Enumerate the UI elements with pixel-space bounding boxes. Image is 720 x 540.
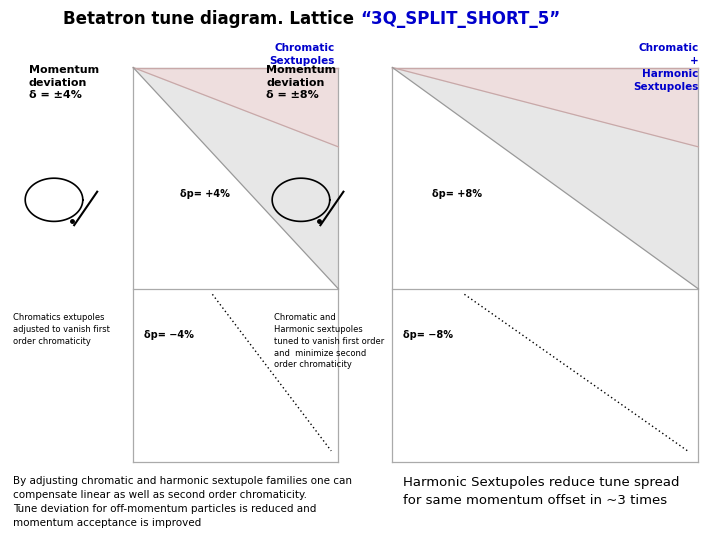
- Text: Harmonic Sextupoles reduce tune spread
for same momentum offset in ~3 times: Harmonic Sextupoles reduce tune spread f…: [403, 476, 680, 507]
- Polygon shape: [133, 68, 338, 147]
- Text: δp= +4%: δp= +4%: [180, 190, 230, 199]
- Polygon shape: [133, 68, 338, 289]
- Text: δp= −8%: δp= −8%: [403, 330, 453, 340]
- Text: “3Q_SPLIT_SHORT_5”: “3Q_SPLIT_SHORT_5”: [360, 10, 560, 28]
- Text: Chromatics extupoles
adjusted to vanish first
order chromaticity: Chromatics extupoles adjusted to vanish …: [13, 313, 110, 346]
- Text: δp= −4%: δp= −4%: [144, 330, 194, 340]
- Text: Momentum
deviation
δ = ±8%: Momentum deviation δ = ±8%: [266, 65, 336, 100]
- Text: Momentum
deviation
δ = ±4%: Momentum deviation δ = ±4%: [29, 65, 99, 100]
- Text: δp= +8%: δp= +8%: [432, 190, 482, 199]
- Text: Chromatic
+
Harmonic
Sextupoles: Chromatic + Harmonic Sextupoles: [633, 43, 698, 92]
- Polygon shape: [392, 68, 698, 289]
- Text: Chromatic and
Harmonic sextupoles
tuned to vanish first order
and  minimize seco: Chromatic and Harmonic sextupoles tuned …: [274, 313, 384, 369]
- Text: Chromatic
Sextupoles: Chromatic Sextupoles: [269, 43, 335, 66]
- Polygon shape: [392, 68, 698, 147]
- Text: Betatron tune diagram. Lattice: Betatron tune diagram. Lattice: [63, 10, 360, 28]
- Text: By adjusting chromatic and harmonic sextupole families one can
compensate linear: By adjusting chromatic and harmonic sext…: [13, 476, 352, 528]
